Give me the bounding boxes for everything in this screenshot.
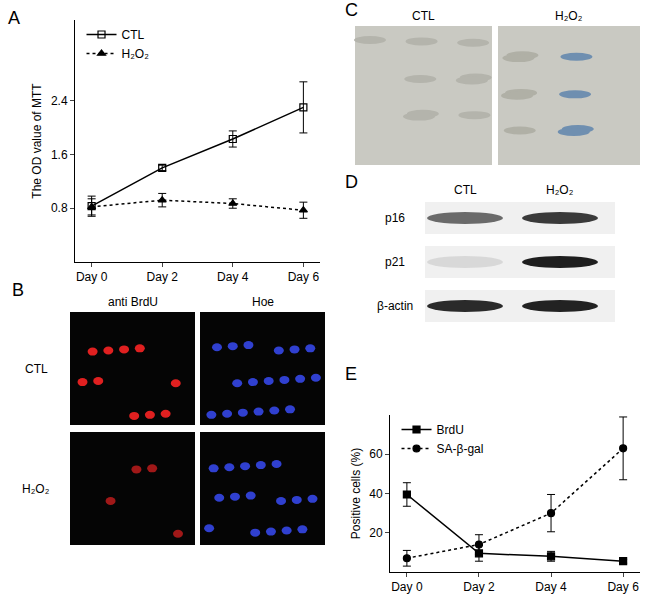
svg-text:A: A — [8, 8, 20, 28]
svg-text:C: C — [345, 0, 358, 20]
svg-text:Day 2: Day 2 — [463, 580, 495, 594]
svg-text:E: E — [345, 364, 357, 384]
svg-text:H₂O₂: H₂O₂ — [555, 9, 583, 23]
svg-text:Hoe: Hoe — [252, 295, 274, 309]
svg-text:Day 6: Day 6 — [288, 270, 320, 284]
svg-text:H₂O₂: H₂O₂ — [546, 183, 574, 197]
svg-text:60: 60 — [369, 447, 383, 461]
svg-text:Day 0: Day 0 — [76, 270, 108, 284]
svg-text:CTL: CTL — [412, 9, 435, 23]
svg-text:Day 0: Day 0 — [391, 580, 423, 594]
svg-text:Positive cells (%): Positive cells (%) — [349, 448, 363, 539]
svg-text:Day 6: Day 6 — [607, 580, 639, 594]
svg-text:H₂O₂: H₂O₂ — [122, 47, 150, 61]
svg-text:D: D — [345, 172, 358, 192]
svg-text:BrdU: BrdU — [437, 423, 464, 437]
svg-text:anti BrdU: anti BrdU — [108, 295, 158, 309]
svg-text:β-actin: β-actin — [377, 299, 413, 313]
svg-text:The OD value of MTT: The OD value of MTT — [30, 83, 44, 199]
svg-text:CTL: CTL — [122, 28, 145, 42]
svg-text:Day 4: Day 4 — [535, 580, 567, 594]
svg-text:40: 40 — [369, 487, 383, 501]
svg-text:Day 4: Day 4 — [217, 270, 249, 284]
svg-text:1.6: 1.6 — [51, 148, 68, 162]
svg-text:0.8: 0.8 — [51, 201, 68, 215]
svg-text:p21: p21 — [385, 255, 405, 269]
svg-text:CTL: CTL — [25, 362, 48, 376]
svg-text:20: 20 — [369, 526, 383, 540]
svg-text:2.4: 2.4 — [51, 94, 68, 108]
svg-text:CTL: CTL — [454, 183, 477, 197]
svg-text:B: B — [12, 280, 24, 300]
svg-text:p16: p16 — [385, 211, 405, 225]
svg-text:SA-β-gal: SA-β-gal — [437, 442, 484, 456]
svg-text:H₂O₂: H₂O₂ — [22, 482, 50, 496]
svg-text:Day 2: Day 2 — [147, 270, 179, 284]
